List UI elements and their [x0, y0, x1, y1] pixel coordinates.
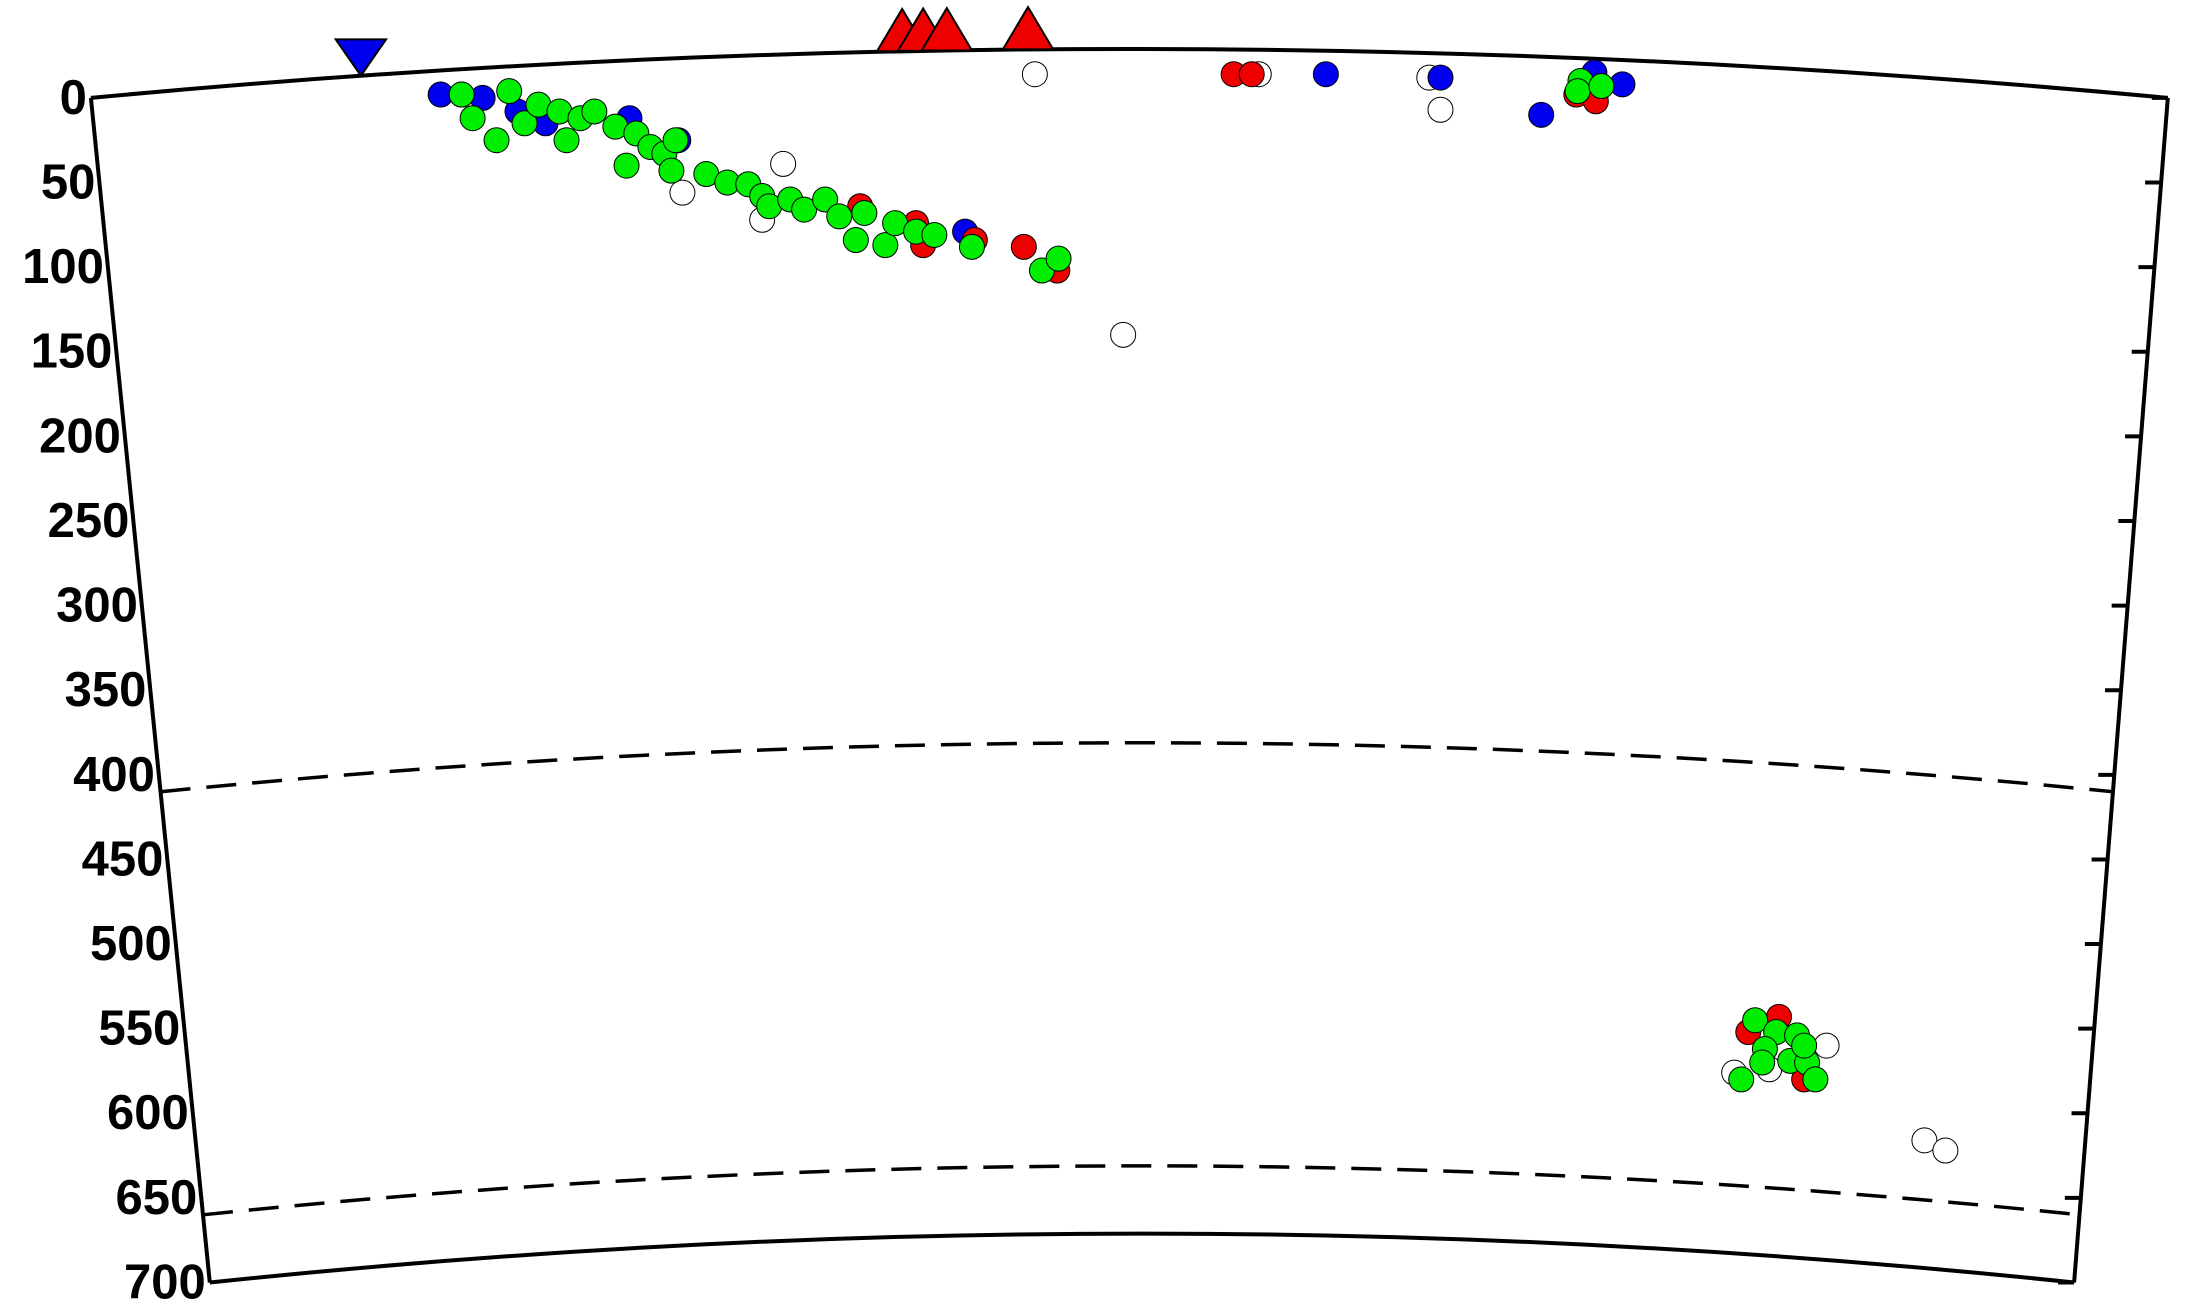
frame-left	[88, 97, 212, 1283]
earthquake	[483, 127, 510, 154]
earthquake	[1021, 61, 1048, 88]
earthquake	[851, 199, 878, 226]
earthquake	[1728, 1066, 1755, 1093]
y-tick-label: 700	[124, 1255, 206, 1307]
y-tick-label: 400	[73, 748, 155, 802]
y-tick-label: 300	[56, 579, 138, 633]
earthquake	[496, 78, 523, 105]
earthquake	[958, 233, 985, 260]
frame-top	[90, 46, 2169, 100]
earthquake	[459, 105, 486, 132]
earthquake	[1911, 1127, 1938, 1154]
y-tick-label: 500	[90, 917, 172, 971]
earthquake	[1238, 61, 1265, 88]
earthquake	[662, 127, 689, 154]
y-tick-label: 650	[116, 1171, 198, 1225]
y-tick-label: 250	[48, 494, 130, 548]
trench-marker	[333, 38, 388, 78]
y-tick-label: 0	[60, 71, 87, 125]
earthquake	[1932, 1137, 1959, 1164]
earthquake	[921, 221, 948, 248]
earthquake	[1791, 1032, 1818, 1059]
earthquake	[1427, 96, 1454, 123]
earthquake	[826, 203, 853, 230]
earthquake	[1813, 1032, 1840, 1059]
y-tick-label: 550	[99, 1002, 181, 1056]
earthquake	[1010, 233, 1037, 260]
earthquake	[1564, 78, 1591, 105]
earthquake	[1045, 245, 1072, 272]
discontinuity	[160, 741, 2114, 794]
frame-bottom	[209, 1231, 2075, 1285]
earthquake	[448, 81, 475, 108]
earthquake	[1528, 101, 1555, 128]
earthquake	[1588, 73, 1615, 100]
discontinuity	[202, 1164, 2080, 1217]
earthquake	[1427, 64, 1454, 91]
earthquake	[812, 186, 839, 213]
y-tick-label: 150	[31, 325, 113, 379]
y-tick-label: 200	[39, 409, 121, 463]
y-tick-label: 350	[65, 663, 147, 717]
y-tick-label: 50	[41, 155, 96, 209]
y-tick-label: 450	[82, 832, 164, 886]
earthquake	[581, 98, 608, 125]
earthquake	[872, 232, 899, 259]
earthquake	[658, 157, 685, 184]
earthquake	[842, 227, 869, 254]
earthquake	[1312, 61, 1339, 88]
volcano-marker	[1001, 5, 1055, 51]
volcano-marker	[919, 6, 974, 52]
earthquake	[613, 152, 640, 179]
earthquake	[669, 179, 696, 206]
earthquake	[553, 127, 580, 154]
earthquake	[511, 110, 538, 137]
earthquake	[770, 150, 797, 177]
earthquake	[1742, 1007, 1769, 1034]
earthquake	[1110, 321, 1137, 348]
earthquake	[1802, 1066, 1829, 1093]
y-tick-label: 600	[107, 1086, 189, 1140]
y-tick-label: 100	[22, 240, 104, 294]
earthquake	[1749, 1049, 1776, 1076]
earthquake	[791, 196, 818, 223]
